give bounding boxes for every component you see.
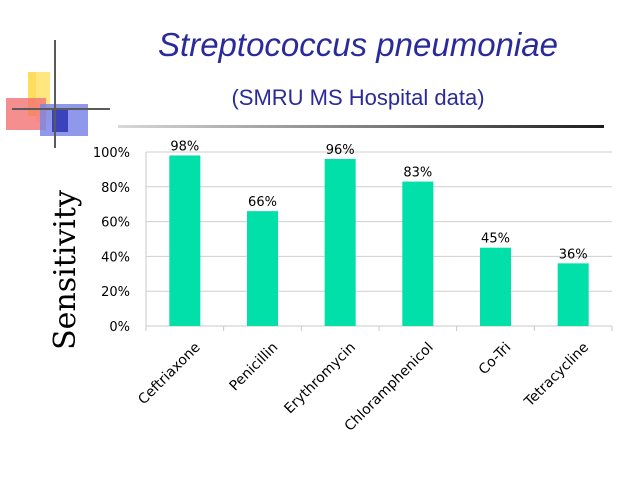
y-tick-label: 20% [101,285,130,300]
bar-tetracycline [557,263,589,326]
gridlines [146,151,612,327]
bar-erythromycin [324,158,356,326]
y-tick-label: 80% [101,181,130,196]
x-tick-labels: Ceftriaxone Penicillin ErythromycinChloram… [135,340,592,435]
y-tick-label: 0% [109,320,130,335]
bar-ceftriaxone [169,155,201,326]
x-tick-label: Penicillin [227,340,282,395]
data-label: 66% [248,195,277,210]
data-label: 96% [326,143,355,158]
data-label: 45% [481,232,510,247]
y-tick-label: 60% [101,216,130,231]
data-label: 83% [403,166,432,181]
bar-penicillin [247,211,278,326]
data-labels: 98% 66% 96% 83% 45% 36% [170,139,587,262]
decorative-squares-logo [6,40,110,148]
bar-co-tri [480,247,511,326]
data-label: 36% [559,247,588,262]
axes [145,152,613,331]
x-tick-label: Erythromycin [281,340,359,418]
y-axis-label: Sensitivity [48,190,83,350]
x-tick-label: Ceftriaxone [135,340,203,408]
y-tick-label: 40% [101,250,130,265]
bars [169,155,589,326]
bar-chloramphenicol [402,181,434,326]
slide-subtitle: (SMRU MS Hospital data) [231,85,485,110]
x-tick-label: Co-Tri [476,340,515,379]
y-tick-labels: 0% 20% 40% 60% 80% 100% [93,146,130,335]
title-divider [118,125,604,128]
data-label: 98% [170,139,199,154]
y-tick-label: 100% [93,146,130,161]
slide-title: Streptococcus pneumoniae [158,26,558,63]
x-tick-label: Tetracycline [521,340,592,411]
